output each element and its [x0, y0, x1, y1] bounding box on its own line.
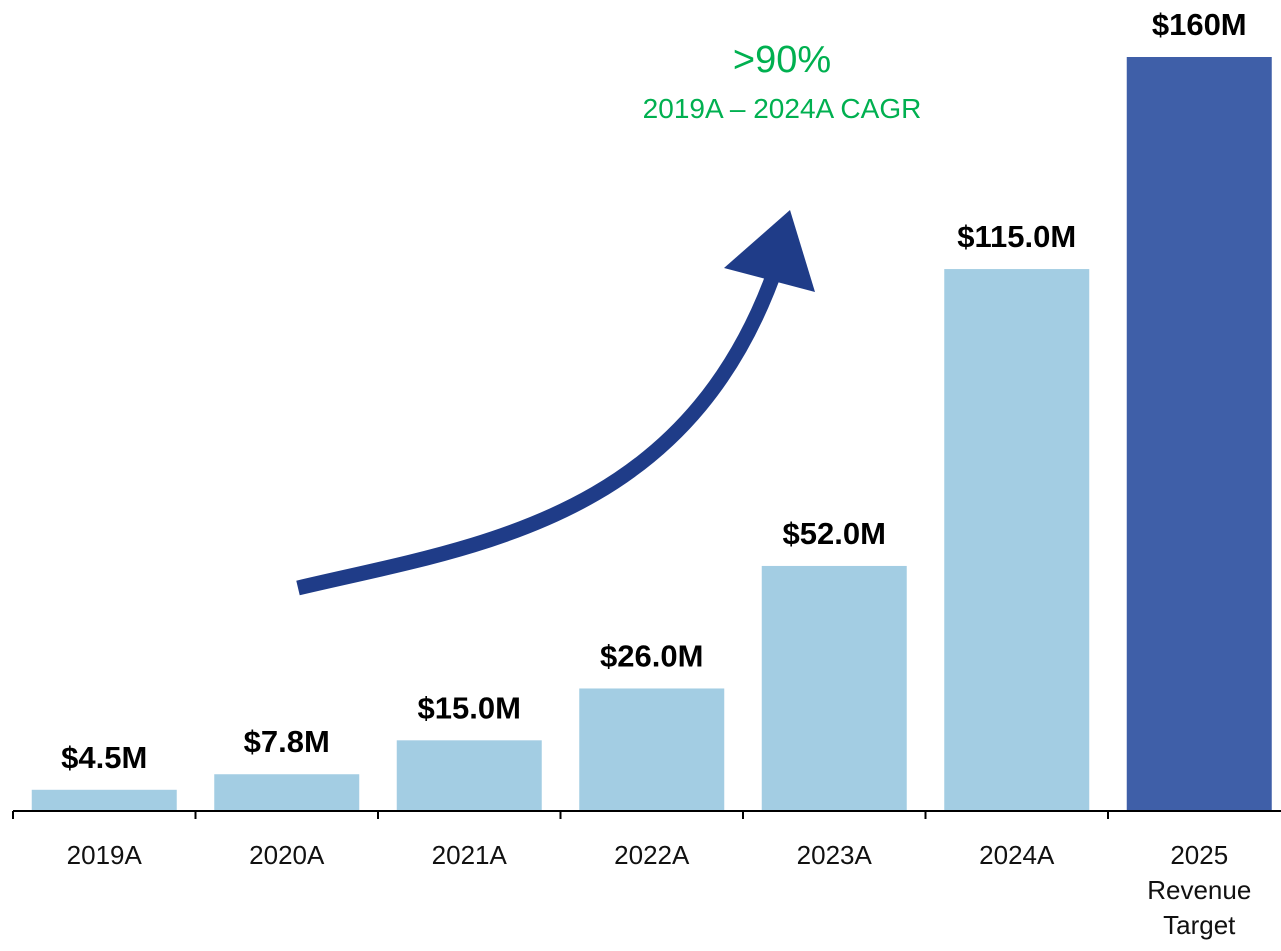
x-tick-label: 2024A [979, 840, 1055, 870]
value-label: $15.0M [418, 690, 521, 725]
bar [579, 688, 725, 811]
bar [1126, 57, 1272, 811]
cagr-label: 2019A – 2024A CAGR [643, 93, 922, 124]
growth-arrow [296, 259, 786, 596]
x-tick-label: 2023A [796, 840, 872, 870]
arrow-head [724, 210, 815, 292]
bar [761, 565, 907, 811]
value-label: $26.0M [600, 638, 703, 673]
bar [944, 269, 1090, 811]
bar [214, 774, 360, 811]
x-tick-label: 2025 Revenue Target [1147, 840, 1252, 940]
cagr-value: >90% [733, 39, 831, 81]
bar [396, 740, 542, 811]
value-label: $4.5M [61, 740, 147, 775]
value-label: $52.0M [783, 516, 886, 551]
x-tick-label: 2019A [66, 840, 142, 870]
x-tick-label: 2021A [431, 840, 507, 870]
value-label: $160M [1152, 7, 1247, 42]
value-label: $115.0M [957, 219, 1076, 254]
value-label: $7.8M [244, 724, 330, 759]
bar [31, 789, 177, 811]
x-tick-label: 2022A [614, 840, 690, 870]
x-tick-label: 2020A [249, 840, 325, 870]
